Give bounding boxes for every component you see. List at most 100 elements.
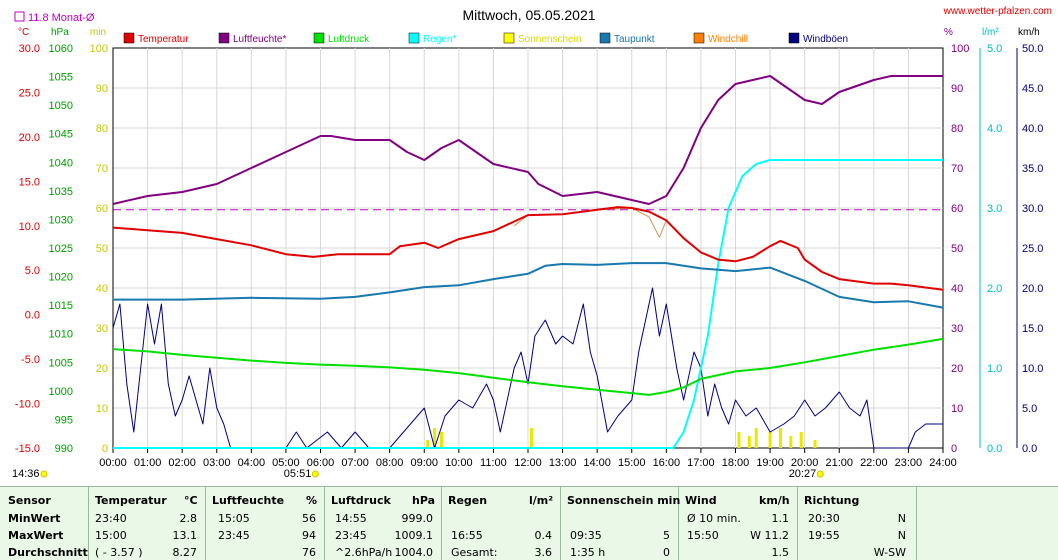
- hdr-hum-unit: %: [306, 494, 318, 507]
- hdr-rain: Regen: [448, 494, 488, 507]
- time-tick: 01:00: [134, 457, 162, 469]
- sunshine-bar: [440, 432, 444, 448]
- sunshine-bar: [768, 432, 772, 448]
- legend-label-0: Temperatur: [138, 34, 189, 45]
- pressure-tick: 1035: [49, 186, 73, 198]
- hdr-sensor: Sensor: [8, 494, 51, 507]
- time-tick: 16:00: [653, 457, 681, 469]
- hdr-wind-unit: km/h: [759, 494, 790, 507]
- unit-left-0: °C: [18, 27, 29, 38]
- time-tick: 15:00: [618, 457, 646, 469]
- series-line-luftdruck: [112, 337, 944, 396]
- series-line-luftfeuchte: [112, 75, 943, 205]
- time-tick: 03:00: [203, 457, 231, 469]
- wind-tick: 10.0: [1022, 363, 1043, 375]
- legend-swatch-6: [693, 32, 705, 44]
- unit-right-1: l/m²: [982, 27, 999, 38]
- wind-tick: 25.0: [1022, 243, 1043, 255]
- chart-title: Mittwoch, 05.05.2021: [462, 7, 595, 23]
- stat-t-val: 2.8: [179, 512, 198, 525]
- stat-r-time: 16:55: [451, 529, 483, 542]
- legend-swatch-2: [313, 32, 325, 44]
- time-tick: 17:00: [687, 457, 715, 469]
- pressure-tick: 1030: [49, 214, 73, 226]
- legend-swatch-5: [599, 32, 611, 44]
- minutes-tick: 50: [96, 243, 108, 255]
- hdr-press-unit: hPa: [412, 494, 436, 507]
- time-tick: 07:00: [341, 457, 369, 469]
- stat-w-val: 1.1: [771, 512, 790, 525]
- time-tick: 09:00: [410, 457, 438, 469]
- unit-right-2: km/h: [1018, 27, 1040, 38]
- humidity-tick: 100: [951, 43, 969, 55]
- stat-d-time: 19:55: [808, 529, 840, 542]
- stat-r-time: Gesamt:: [451, 546, 498, 559]
- unit-right-0: %: [944, 27, 953, 38]
- row-label: MinWert: [8, 512, 61, 525]
- time-tick: 11:00: [480, 457, 507, 469]
- time-tick: 06:00: [307, 457, 335, 469]
- stat-p-val: 1009.1: [394, 529, 434, 542]
- stat-h-time: 23:45: [218, 529, 250, 542]
- stat-w-time: Ø 10 min.: [687, 512, 741, 525]
- temp-tick: 15.0: [19, 176, 40, 188]
- stat-s-val: 5: [663, 529, 670, 542]
- stat-t-val: 8.27: [172, 546, 198, 559]
- sunshine-bar: [433, 428, 437, 448]
- wind-tick: 15.0: [1022, 323, 1043, 335]
- minutes-tick: 70: [96, 163, 108, 175]
- temp-tick: 0.0: [25, 310, 40, 322]
- temp-tick: -5.0: [21, 354, 40, 366]
- minutes-tick: 30: [96, 323, 108, 335]
- time-tick: 14:00: [583, 457, 611, 469]
- time-tick: 05:00: [272, 457, 300, 469]
- humidity-tick: 50: [951, 243, 963, 255]
- wind-tick: 40.0: [1022, 123, 1043, 135]
- rain-tick: 5.0: [987, 43, 1002, 55]
- temp-tick: 5.0: [25, 265, 40, 277]
- wind-tick: 30.0: [1022, 203, 1043, 215]
- stat-p-time: 23:45: [335, 529, 367, 542]
- current-time: 14:36: [12, 468, 40, 480]
- wind-tick: 0.0: [1022, 443, 1037, 455]
- time-tick: 19:00: [756, 457, 784, 469]
- time-tick: 00:00: [99, 457, 127, 469]
- time-tick: 08:00: [376, 457, 404, 469]
- row-label: Durchschnitt: [8, 546, 88, 559]
- hdr-wind: Wind: [685, 494, 717, 507]
- legend-swatch-4: [503, 32, 515, 44]
- stat-t-time: ( - 3.57 ): [95, 546, 143, 559]
- humidity-tick: 60: [951, 203, 963, 215]
- temp-tick: -10.0: [15, 399, 40, 411]
- stat-d-val: N: [897, 529, 906, 542]
- wind-tick: 35.0: [1022, 163, 1043, 175]
- hdr-dir: Richtung: [804, 494, 860, 507]
- stat-r-val: 0.4: [534, 529, 553, 542]
- pressure-tick: 1060: [49, 43, 73, 55]
- sunshine-bar: [799, 432, 803, 448]
- minutes-tick: 100: [90, 43, 108, 55]
- legend-label-2: Luftdruck: [328, 34, 370, 45]
- sunrise-time: 05:51: [284, 468, 312, 480]
- minutes-tick: 10: [96, 403, 108, 415]
- time-tick: 13:00: [549, 457, 577, 469]
- unit-left-2: min: [90, 27, 106, 38]
- humidity-tick: 0: [951, 443, 957, 455]
- stat-h-val: 76: [302, 546, 316, 559]
- stat-t-val: 13.1: [172, 529, 198, 542]
- stat-h-val: 56: [302, 512, 316, 525]
- wind-tick: 45.0: [1022, 83, 1043, 95]
- wind-tick: 50.0: [1022, 43, 1043, 55]
- stat-w-val: W 11.2: [750, 529, 789, 542]
- pressure-tick: 1020: [49, 272, 73, 284]
- pressure-tick: 1025: [49, 243, 73, 255]
- pressure-tick: 1000: [49, 386, 73, 398]
- row-label: MaxWert: [8, 529, 64, 542]
- stat-s-val: 0: [663, 546, 670, 559]
- sunshine-bar: [529, 428, 533, 448]
- minutes-tick: 20: [96, 363, 108, 375]
- humidity-tick: 80: [951, 123, 963, 135]
- sunshine-bar: [754, 428, 758, 448]
- stat-p-val: 1004.0: [394, 546, 434, 559]
- temp-tick: 10.0: [19, 221, 40, 233]
